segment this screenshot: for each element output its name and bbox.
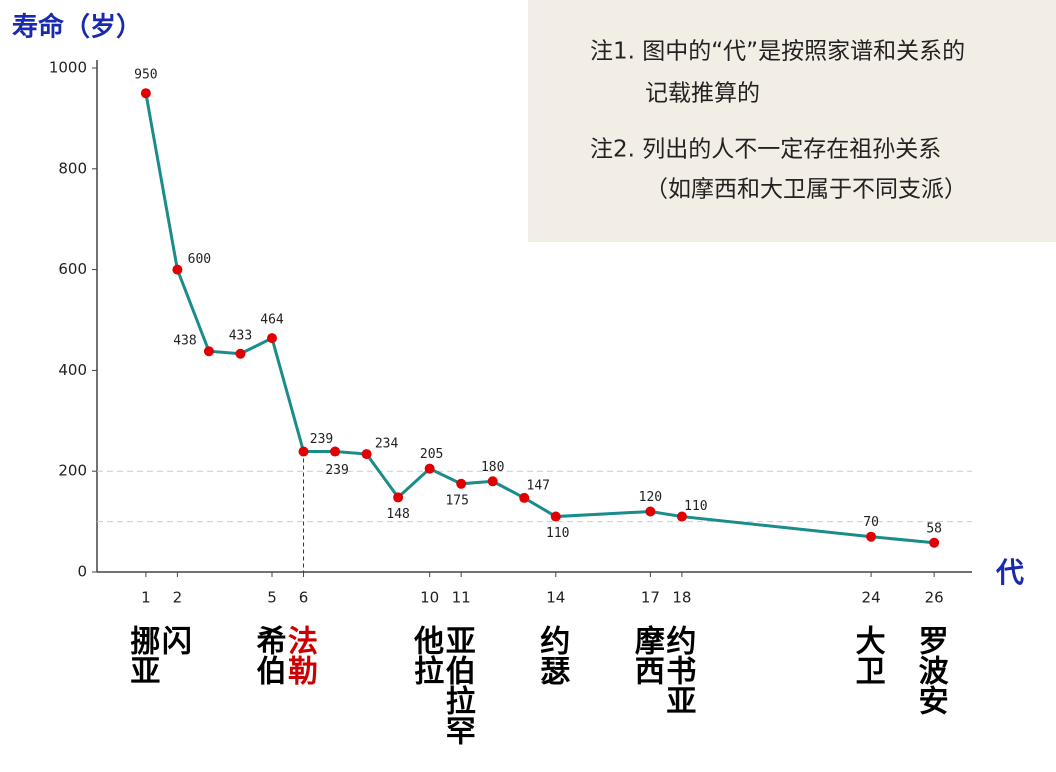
x-tick-label: 10 <box>420 589 439 607</box>
y-tick-label: 200 <box>58 462 87 480</box>
person-name: 罗波安 <box>913 625 949 715</box>
x-tick-label: 24 <box>862 589 881 607</box>
note-line: 注2. 列出的人不一定存在祖孙关系 <box>590 137 941 163</box>
data-point <box>361 449 372 460</box>
person-name: 他拉 <box>408 625 445 685</box>
value-label: 147 <box>527 478 550 493</box>
data-point <box>645 506 656 517</box>
data-point <box>140 88 151 99</box>
series-line <box>144 92 935 545</box>
value-label: 205 <box>420 447 443 462</box>
person-name: 闪 <box>156 625 191 655</box>
data-point <box>929 537 940 548</box>
value-label: 110 <box>684 499 707 514</box>
value-label: 433 <box>229 328 252 343</box>
y-tick-label: 800 <box>58 159 87 177</box>
person-name: 约瑟 <box>534 625 570 685</box>
x-tick-label: 18 <box>672 589 691 607</box>
x-tick-label: 6 <box>299 589 309 607</box>
value-label: 120 <box>639 490 662 505</box>
value-label: 239 <box>325 463 348 478</box>
data-point <box>203 346 214 357</box>
y-tick-label: 400 <box>58 361 87 379</box>
x-tick-label: 5 <box>267 589 277 607</box>
data-point <box>424 463 435 474</box>
note-line: （如摩西和大卫属于不同支派） <box>645 177 967 203</box>
value-label: 239 <box>310 432 333 447</box>
x-tick-label: 1 <box>141 589 151 607</box>
value-label: 110 <box>546 526 569 541</box>
person-name: 大卫 <box>850 625 886 685</box>
data-point <box>866 531 877 542</box>
x-tick-label: 11 <box>452 589 471 607</box>
x-tick-label: 26 <box>925 589 944 607</box>
note-line: 注1. 图中的“代”是按照家谱和关系的 <box>590 39 965 65</box>
value-label: 58 <box>926 521 942 536</box>
y-tick-label: 600 <box>58 260 87 278</box>
data-point <box>298 446 309 457</box>
x-tick-label: 2 <box>173 589 183 607</box>
value-label: 950 <box>134 68 157 83</box>
value-label: 234 <box>375 437 399 452</box>
y-tick-label: 0 <box>77 563 87 581</box>
value-label: 175 <box>445 493 468 508</box>
value-label: 148 <box>386 507 409 522</box>
data-point <box>519 492 530 503</box>
value-label: 464 <box>260 313 284 328</box>
person-name: 希伯 <box>251 625 287 685</box>
y-axis-label: 寿命（岁） <box>12 12 142 43</box>
person-name: 约书亚 <box>660 625 696 715</box>
person-name: 挪亚 <box>124 625 160 685</box>
data-point <box>330 446 341 457</box>
value-label: 180 <box>481 460 504 475</box>
y-tick-label: 1000 <box>49 59 87 77</box>
value-label: 438 <box>173 334 196 349</box>
data-point <box>172 264 183 275</box>
note-line: 记载推算的 <box>645 81 760 107</box>
value-label: 600 <box>188 252 211 267</box>
data-point <box>487 476 498 487</box>
person-name: 亚伯拉罕 <box>440 625 476 745</box>
person-name: 摩西 <box>629 624 665 685</box>
x-tick-label: 17 <box>641 589 660 607</box>
data-point <box>267 333 277 344</box>
data-point <box>235 348 246 359</box>
value-label: 70 <box>863 515 879 530</box>
data-point <box>456 478 467 489</box>
data-point <box>393 492 404 503</box>
person-name: 法勒 <box>282 625 318 685</box>
notes-box <box>528 0 1056 242</box>
x-tick-label: 14 <box>546 589 565 607</box>
x-axis-label: 代 <box>995 556 1024 589</box>
data-point <box>550 511 561 522</box>
data-point <box>676 511 687 522</box>
